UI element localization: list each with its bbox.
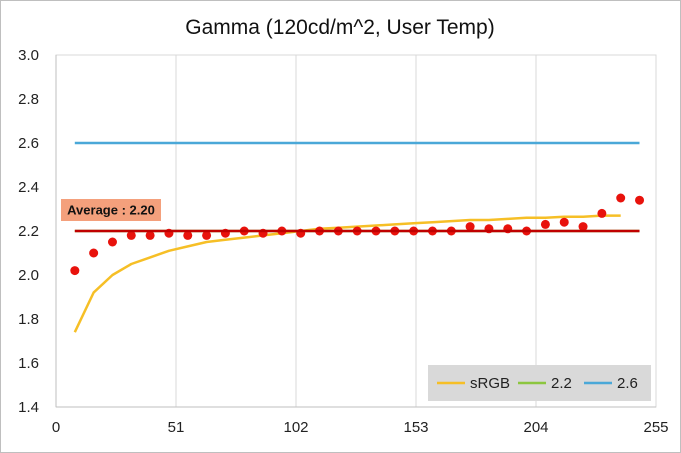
y-tick-label: 2.6: [18, 135, 39, 152]
chart-title: Gamma (120cd/m^2, User Temp): [185, 16, 494, 39]
measured-gamma-point: [597, 208, 607, 218]
measured-gamma-point: [70, 266, 80, 276]
x-tick-label: 51: [168, 419, 185, 436]
x-tick-label: 102: [283, 419, 308, 436]
x-tick-label: 153: [403, 419, 428, 436]
y-tick-label: 1.8: [18, 311, 39, 328]
axis-layer: 0 51 102 153 204 255 1.4 1.6 1.8 2.0 2.2 2.4 2.6 2.8 3…: [18, 47, 668, 436]
y-tick-label: 2.2: [18, 223, 39, 240]
average-label: Average : 2.20: [67, 203, 155, 218]
measured-gamma-point: [578, 222, 588, 232]
y-tick-label: 3.0: [18, 47, 39, 64]
legend-label: sRGB: [470, 375, 510, 392]
x-tick-label: 255: [643, 419, 668, 436]
x-tick-label: 204: [523, 419, 548, 436]
measured-gamma-point: [126, 230, 136, 240]
measured-gamma-point: [465, 222, 475, 232]
y-tick-label: 2.8: [18, 91, 39, 108]
legend-label: 2.6: [617, 375, 638, 392]
legend-label: 2.2: [551, 375, 572, 392]
y-tick-label: 2.0: [18, 267, 39, 284]
measured-gamma-point: [107, 237, 117, 247]
x-tick-label: 0: [52, 419, 60, 436]
measured-gamma-point: [145, 230, 155, 240]
measured-gamma-point: [559, 217, 569, 227]
measured-gamma-point: [89, 248, 99, 258]
average-label-box: [61, 199, 161, 221]
measured-gamma-point: [202, 230, 212, 240]
measured-gamma-point: [616, 193, 626, 203]
grid-layer: [55, 54, 657, 408]
y-tick-label: 1.4: [18, 399, 39, 416]
measured-gamma-point: [183, 230, 193, 240]
y-tick-label: 1.6: [18, 355, 39, 372]
measured-gamma-point: [540, 219, 550, 229]
measured-gamma-point: [635, 195, 645, 205]
series-line-srgb: [73, 214, 621, 333]
legend: sRGB 2.2 2.6: [428, 365, 651, 401]
average-annotation: Average : 2.20: [61, 199, 640, 233]
y-tick-label: 2.4: [18, 179, 39, 196]
